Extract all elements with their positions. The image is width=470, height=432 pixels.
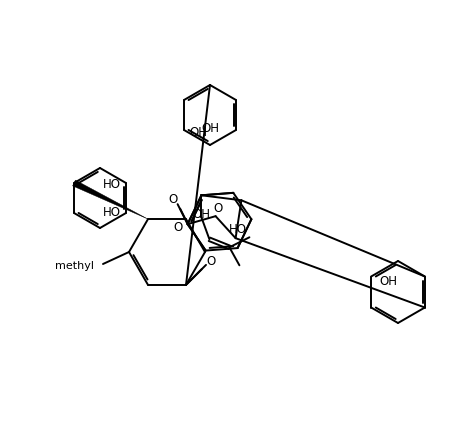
Text: OH: OH: [379, 275, 397, 288]
Text: HO: HO: [103, 178, 121, 191]
Text: O: O: [213, 202, 222, 215]
Text: HO: HO: [103, 206, 121, 219]
Text: O: O: [168, 193, 177, 206]
Text: O: O: [206, 255, 216, 268]
Text: OH: OH: [201, 122, 219, 135]
Text: O: O: [173, 221, 183, 234]
Text: methyl: methyl: [55, 261, 94, 271]
Text: HO: HO: [228, 223, 246, 236]
Polygon shape: [73, 180, 148, 219]
Text: OH: OH: [189, 126, 207, 139]
Text: OH: OH: [193, 208, 211, 221]
